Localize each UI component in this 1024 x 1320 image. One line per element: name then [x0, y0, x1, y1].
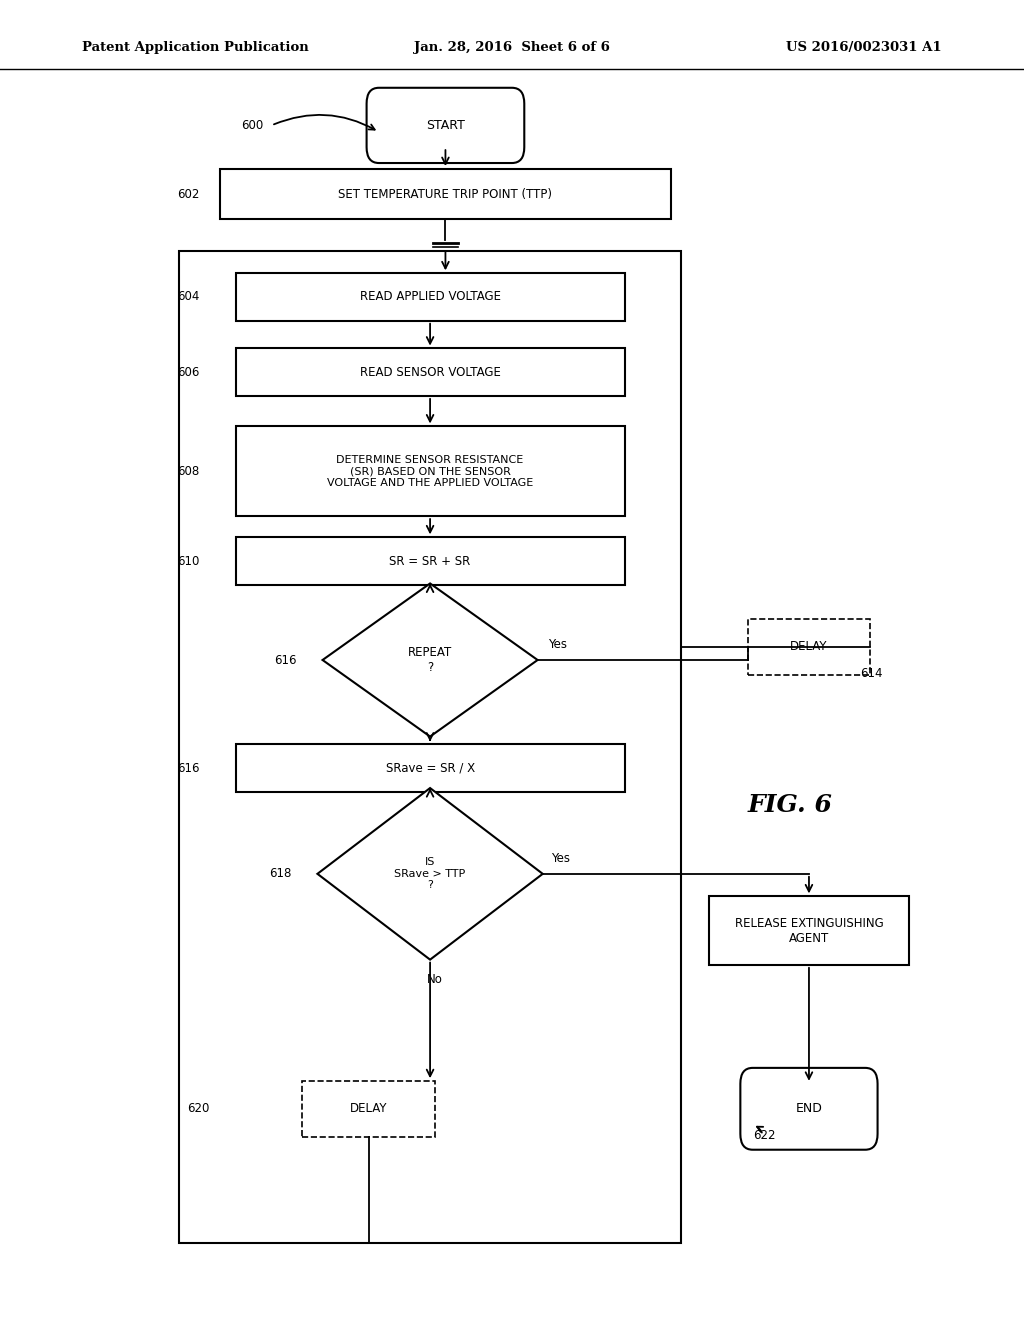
Text: RELEASE EXTINGUISHING
AGENT: RELEASE EXTINGUISHING AGENT	[734, 916, 884, 945]
Text: Yes: Yes	[548, 638, 567, 651]
Text: 608: 608	[177, 465, 200, 478]
Text: Jan. 28, 2016  Sheet 6 of 6: Jan. 28, 2016 Sheet 6 of 6	[414, 41, 610, 54]
Text: READ APPLIED VOLTAGE: READ APPLIED VOLTAGE	[359, 290, 501, 304]
Text: SRave = SR / X: SRave = SR / X	[385, 762, 475, 775]
Text: IS
SRave > TTP
?: IS SRave > TTP ?	[394, 857, 466, 891]
Text: 600: 600	[241, 119, 263, 132]
Text: US 2016/0023031 A1: US 2016/0023031 A1	[786, 41, 942, 54]
Text: 616: 616	[177, 762, 200, 775]
Text: 614: 614	[860, 667, 883, 680]
Text: REPEAT
?: REPEAT ?	[408, 645, 453, 675]
FancyBboxPatch shape	[236, 426, 625, 516]
Text: Yes: Yes	[551, 851, 570, 865]
Text: No: No	[430, 750, 446, 763]
Text: DELAY: DELAY	[350, 1102, 387, 1115]
Polygon shape	[323, 583, 538, 737]
Text: 622: 622	[753, 1129, 775, 1142]
Text: 610: 610	[177, 554, 200, 568]
FancyBboxPatch shape	[236, 348, 625, 396]
Text: 616: 616	[274, 653, 297, 667]
Text: SET TEMPERATURE TRIP POINT (TTP): SET TEMPERATURE TRIP POINT (TTP)	[339, 187, 552, 201]
Text: DETERMINE SENSOR RESISTANCE
(SR) BASED ON THE SENSOR
VOLTAGE AND THE APPLIED VOL: DETERMINE SENSOR RESISTANCE (SR) BASED O…	[327, 454, 534, 488]
Text: DELAY: DELAY	[791, 640, 827, 653]
FancyBboxPatch shape	[740, 1068, 878, 1150]
FancyBboxPatch shape	[748, 619, 870, 675]
Text: END: END	[796, 1102, 822, 1115]
Text: Patent Application Publication: Patent Application Publication	[82, 41, 308, 54]
Text: 602: 602	[177, 187, 200, 201]
FancyBboxPatch shape	[179, 251, 681, 1243]
Text: 620: 620	[187, 1102, 210, 1115]
FancyBboxPatch shape	[236, 273, 625, 321]
Text: 618: 618	[269, 867, 292, 880]
Text: No: No	[427, 973, 443, 986]
Text: SR = SR + SR: SR = SR + SR	[389, 554, 471, 568]
FancyBboxPatch shape	[302, 1081, 435, 1137]
Text: FIG. 6: FIG. 6	[748, 793, 833, 817]
FancyBboxPatch shape	[367, 87, 524, 162]
Text: READ SENSOR VOLTAGE: READ SENSOR VOLTAGE	[359, 366, 501, 379]
Polygon shape	[317, 788, 543, 960]
Text: 606: 606	[177, 366, 200, 379]
FancyBboxPatch shape	[220, 169, 671, 219]
FancyBboxPatch shape	[709, 896, 909, 965]
FancyBboxPatch shape	[236, 537, 625, 585]
Text: 604: 604	[177, 290, 200, 304]
FancyBboxPatch shape	[236, 744, 625, 792]
Text: START: START	[426, 119, 465, 132]
